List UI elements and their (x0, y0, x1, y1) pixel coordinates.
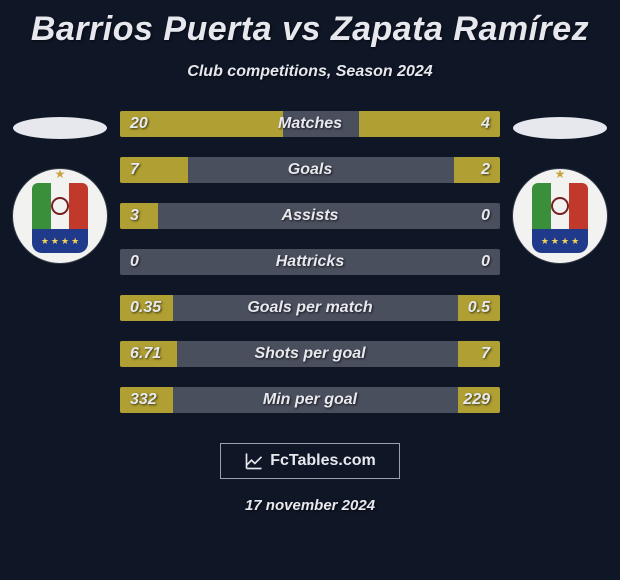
stat-row: 204Matches (120, 111, 500, 137)
brand-logo[interactable]: FcTables.com (220, 443, 400, 479)
club-crest-left: ★ ★★★★ (13, 169, 107, 263)
player-left-placeholder-icon (13, 117, 107, 139)
stat-row: 30Assists (120, 203, 500, 229)
stat-label: Goals (120, 157, 500, 183)
comparison-panel: ★ ★★★★ 204Matches 72Goals 30Assists 00Hattr… (0, 111, 620, 413)
player-right-placeholder-icon (513, 117, 607, 139)
brand-label: FcTables.com (270, 452, 376, 470)
stat-row: 0.350.5Goals per match (120, 295, 500, 321)
club-crest-right: ★ ★★★★ (513, 169, 607, 263)
player-right-column: ★ ★★★★ (510, 111, 610, 263)
crest-shield-icon: ★★★★ (532, 183, 588, 253)
stat-label: Matches (120, 111, 500, 137)
stat-label: Goals per match (120, 295, 500, 321)
chart-icon (244, 451, 264, 471)
stat-label: Min per goal (120, 387, 500, 413)
page-title: Barrios Puerta vs Zapata Ramírez (0, 0, 620, 49)
crest-shield-icon: ★★★★ (32, 183, 88, 253)
stat-row: 332229Min per goal (120, 387, 500, 413)
footer-date: 17 november 2024 (0, 497, 620, 514)
crest-star-icon: ★ (55, 167, 66, 181)
crest-star-icon: ★ (555, 167, 566, 181)
stats-bars: 204Matches 72Goals 30Assists 00Hattricks 0.3… (120, 111, 500, 413)
stat-row: 72Goals (120, 157, 500, 183)
stat-label: Shots per goal (120, 341, 500, 367)
page-subtitle: Club competitions, Season 2024 (0, 63, 620, 81)
stat-row: 6.717Shots per goal (120, 341, 500, 367)
player-left-column: ★ ★★★★ (10, 111, 110, 263)
stat-label: Assists (120, 203, 500, 229)
stat-row: 00Hattricks (120, 249, 500, 275)
stat-label: Hattricks (120, 249, 500, 275)
